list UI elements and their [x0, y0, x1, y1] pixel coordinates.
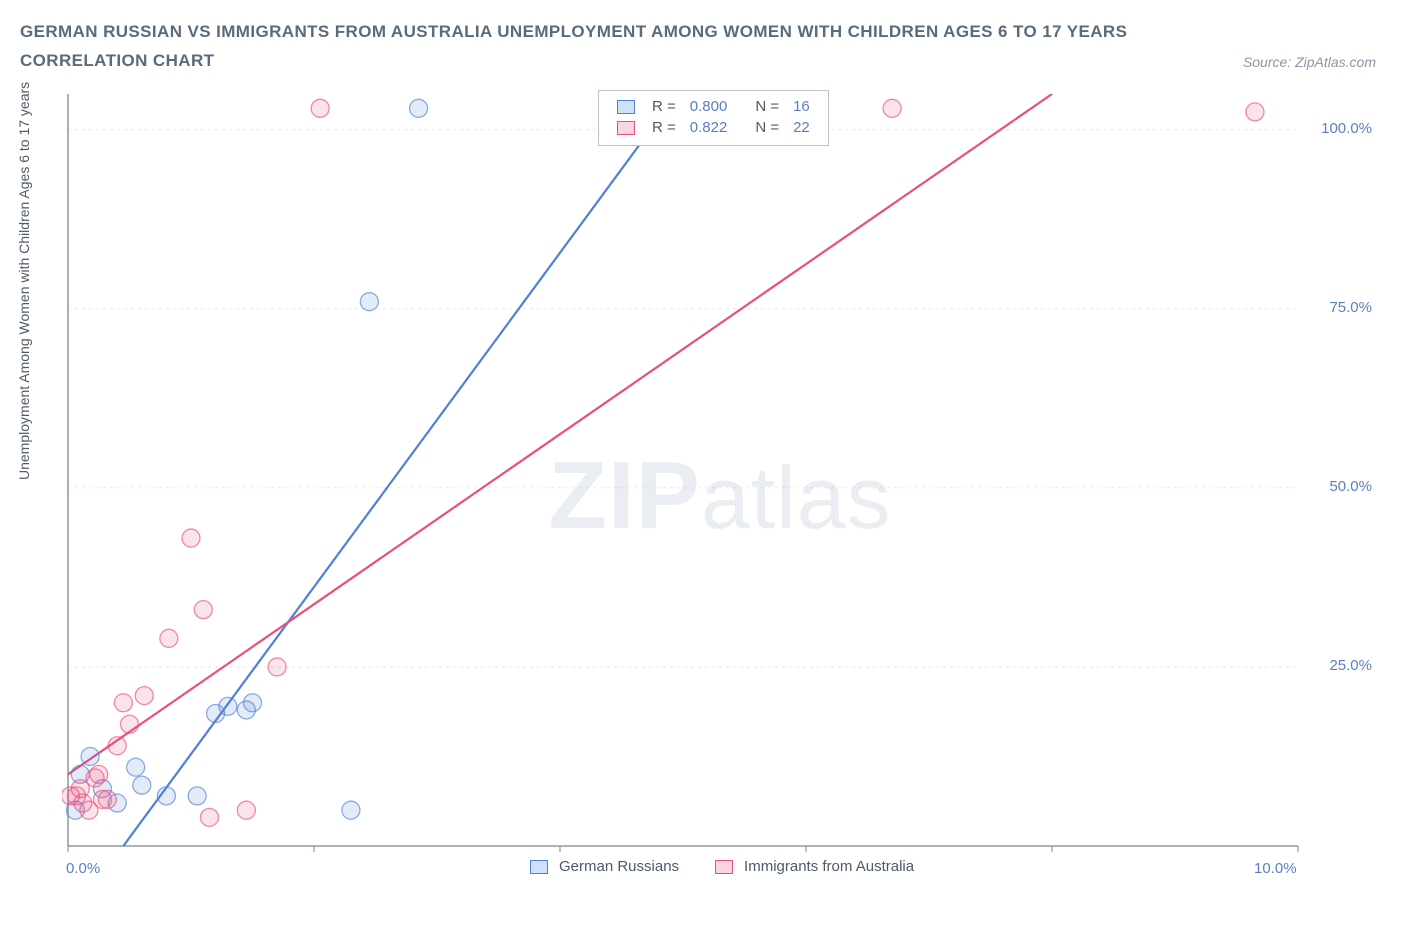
y-tick-label: 100.0% — [1321, 120, 1372, 137]
legend-n-label: N = — [749, 97, 785, 116]
legend-n-label: N = — [749, 118, 785, 137]
legend-item: German Russians — [530, 858, 679, 875]
y-axis-label: Unemployment Among Women with Children A… — [16, 82, 32, 480]
legend-swatch — [530, 860, 548, 874]
y-tick-label: 25.0% — [1329, 657, 1372, 674]
title-line-1: GERMAN RUSSIAN VS IMMIGRANTS FROM AUSTRA… — [20, 18, 1386, 47]
x-tick-label: 0.0% — [66, 860, 100, 877]
title-block: GERMAN RUSSIAN VS IMMIGRANTS FROM AUSTRA… — [20, 18, 1386, 76]
legend-item: Immigrants from Australia — [715, 858, 914, 875]
legend-swatch — [617, 121, 635, 135]
chart-area: ZIPatlas R =0.800N =16R =0.822N =22 Germ… — [62, 86, 1378, 906]
legend-r-value: 0.800 — [684, 97, 734, 116]
legend-r-label: R = — [646, 118, 682, 137]
legend-r-value: 0.822 — [684, 118, 734, 137]
legend-n-value: 16 — [787, 97, 816, 116]
legend-series-name: Immigrants from Australia — [744, 858, 914, 875]
title-line-2: CORRELATION CHART — [20, 47, 1386, 76]
scatter-plot — [62, 86, 1378, 890]
legend-r-label: R = — [646, 97, 682, 116]
y-tick-label: 75.0% — [1329, 299, 1372, 316]
y-tick-label: 50.0% — [1329, 478, 1372, 495]
legend-swatch — [715, 860, 733, 874]
correlation-legend: R =0.800 N =16 R =0.822 N =22 — [598, 90, 829, 146]
chart-container: GERMAN RUSSIAN VS IMMIGRANTS FROM AUSTRA… — [0, 0, 1406, 930]
source-label: Source: ZipAtlas.com — [1243, 54, 1376, 70]
series-legend: German Russians Immigrants from Australia — [530, 858, 914, 875]
legend-series-name: German Russians — [559, 858, 679, 875]
legend-swatch — [617, 100, 635, 114]
legend-n-value: 22 — [787, 118, 816, 137]
x-tick-label: 10.0% — [1254, 860, 1297, 877]
